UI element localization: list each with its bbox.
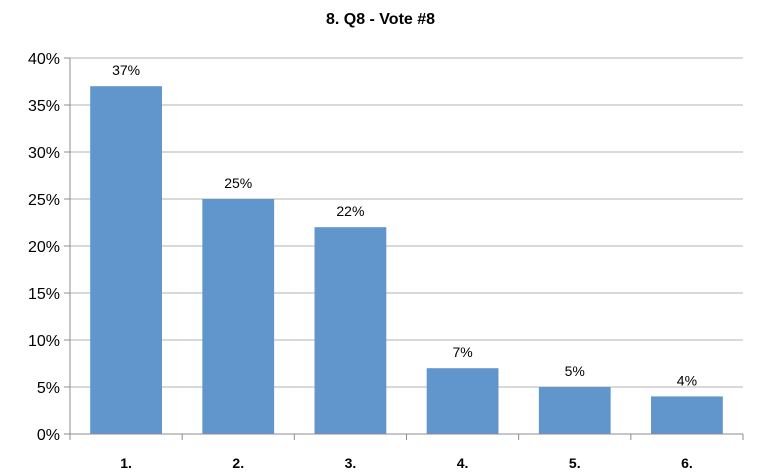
bar (202, 199, 275, 434)
x-tick-label: 5. (569, 455, 581, 471)
bar (314, 227, 387, 434)
data-label: 5% (565, 363, 585, 379)
y-axis-ticks: 0% 5% 10% 15% 20% 25% 30% 35% 40% (28, 51, 70, 444)
y-tick-label: 20% (28, 239, 60, 256)
bar (538, 387, 611, 434)
y-tick-label: 5% (37, 380, 60, 397)
bar (651, 396, 723, 434)
x-tick-label: 4. (457, 455, 469, 471)
y-tick-label: 10% (28, 333, 60, 350)
y-tick-label: 25% (28, 192, 60, 209)
data-label: 37% (112, 62, 140, 78)
chart-title: 8. Q8 - Vote #8 (325, 11, 436, 28)
data-label: 22% (336, 203, 364, 219)
x-tick-label: 1. (120, 455, 132, 471)
x-axis-ticks: 1. 2. 3. 4. 5. 6. (69, 434, 744, 471)
bar (426, 368, 499, 434)
data-labels: 37% 25% 22% 7% 5% 4% (112, 62, 697, 388)
bars (90, 86, 723, 434)
y-tick-label: 0% (37, 427, 60, 444)
y-tick-label: 30% (28, 145, 60, 162)
gridlines (70, 57, 743, 388)
bar (90, 86, 162, 434)
y-tick-label: 40% (28, 51, 60, 68)
data-label: 4% (677, 372, 697, 388)
x-tick-label: 2. (232, 455, 244, 471)
x-tick-label: 6. (681, 455, 693, 471)
y-tick-label: 35% (28, 98, 60, 115)
x-tick-label: 3. (345, 455, 357, 471)
data-label: 7% (452, 344, 472, 360)
data-label: 25% (224, 175, 252, 191)
y-tick-label: 15% (28, 286, 60, 303)
